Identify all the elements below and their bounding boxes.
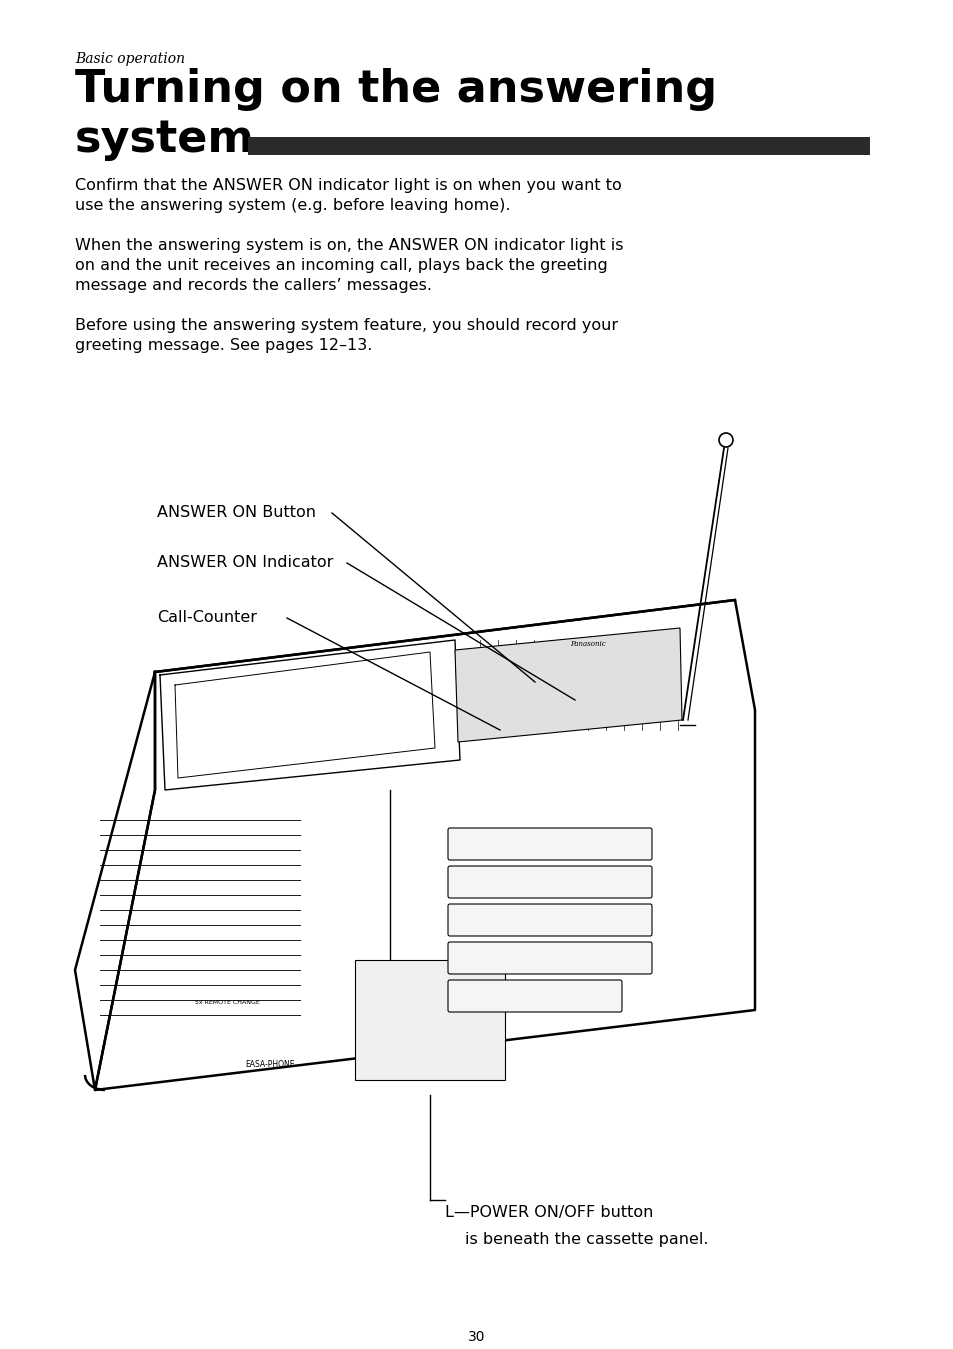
FancyBboxPatch shape [448,828,651,861]
Text: 5x REMOTE CHANGE: 5x REMOTE CHANGE [194,1000,259,1005]
Text: Confirm that the ANSWER ON indicator light is on when you want to: Confirm that the ANSWER ON indicator lig… [75,178,621,193]
Text: is beneath the cassette panel.: is beneath the cassette panel. [464,1232,708,1246]
Text: Basic operation: Basic operation [75,53,185,66]
Text: use the answering system (e.g. before leaving home).: use the answering system (e.g. before le… [75,198,510,213]
Text: Call-Counter: Call-Counter [157,610,256,625]
FancyBboxPatch shape [448,866,651,898]
FancyBboxPatch shape [448,904,651,936]
Text: EASA-PHONE: EASA-PHONE [245,1060,294,1068]
Text: Panasonic: Panasonic [569,639,605,648]
Text: message and records the callers’ messages.: message and records the callers’ message… [75,278,432,293]
Text: ANSWER ON Button: ANSWER ON Button [157,505,315,519]
Text: on and the unit receives an incoming call, plays back the greeting: on and the unit receives an incoming cal… [75,258,607,272]
Text: ANSWER ON Indicator: ANSWER ON Indicator [157,554,333,571]
Polygon shape [355,960,504,1081]
Text: system: system [75,117,254,161]
Bar [248,138,869,155]
Text: When the answering system is on, the ANSWER ON indicator light is: When the answering system is on, the ANS… [75,237,623,254]
Text: greeting message. See pages 12–13.: greeting message. See pages 12–13. [75,339,372,353]
Text: L—POWER ON/OFF button: L—POWER ON/OFF button [444,1205,653,1219]
Text: 30: 30 [468,1330,485,1344]
Text: Before using the answering system feature, you should record your: Before using the answering system featur… [75,318,618,333]
FancyBboxPatch shape [448,942,651,974]
Text: Turning on the answering: Turning on the answering [75,67,717,111]
FancyBboxPatch shape [448,979,621,1012]
Polygon shape [455,629,681,742]
